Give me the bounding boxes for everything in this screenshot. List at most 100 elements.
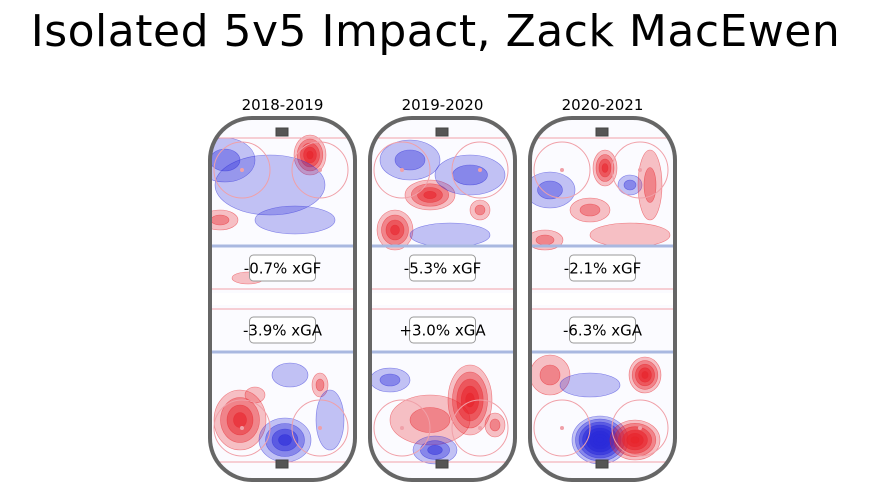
rink-panel-2018-2019: 2018-2019 -0.7% xGF -3.9% xGA <box>208 96 357 482</box>
center-gap <box>528 293 677 305</box>
faceoff-circle-0 <box>533 141 591 199</box>
chart-title: Isolated 5v5 Impact, Zack MacEwen <box>30 6 841 57</box>
heat-blob-red-3-level-1 <box>579 203 601 217</box>
faceoff-dot-3 <box>318 426 322 430</box>
xGF-box <box>249 254 316 282</box>
faceoff-dot-1 <box>638 168 642 172</box>
xGF-box <box>409 254 476 282</box>
season-label: 2020-2021 <box>562 96 644 114</box>
xGF-box <box>569 254 636 282</box>
faceoff-dot-1 <box>318 168 322 172</box>
faceoff-circle-0 <box>213 141 271 199</box>
xGA-value: -3.9% xGA <box>243 322 323 340</box>
faceoff-circle-3 <box>451 399 509 457</box>
season-label: 2018-2019 <box>242 96 324 114</box>
faceoff-circle-1 <box>451 141 509 199</box>
heat-blob-blue-6-level-1 <box>379 373 401 387</box>
xGA-box <box>249 316 316 344</box>
heat-blob-red-4-level-1 <box>210 214 230 226</box>
heat-blob-blue-2 <box>617 174 643 196</box>
heat-blob-red-4 <box>637 149 663 221</box>
heat-blob-red-3 <box>569 197 611 223</box>
xGA-box <box>409 316 476 344</box>
faceoff-dot-2 <box>560 426 564 430</box>
heat-blob-blue-3 <box>254 205 336 235</box>
heat-blob-blue-9-level-7 <box>596 436 604 444</box>
heat-blob-blue-9-level-2 <box>427 445 443 455</box>
heat-blob-blue-9-level-1 <box>420 440 450 460</box>
faceoff-dot-0 <box>560 168 564 172</box>
xGF-value: -0.7% xGF <box>244 260 321 278</box>
heat-blob-blue-9 <box>412 435 458 465</box>
heat-blob-blue-3-level-1 <box>452 164 488 186</box>
heat-blob-red-7-level-4 <box>465 392 475 408</box>
season-label: 2019-2020 <box>402 96 484 114</box>
center-gap <box>208 293 357 305</box>
heat-blob-red-1-level-3 <box>390 224 400 236</box>
rink-panel-2019-2020: 2019-2020 -5.3% xGF +3.0% xGA <box>368 96 517 482</box>
faceoff-dot-3 <box>478 426 482 430</box>
faceoff-circle-1 <box>291 141 349 199</box>
heat-blob-red-4-level-1 <box>474 204 486 216</box>
xGA-value: -6.3% xGA <box>563 322 643 340</box>
faceoff-dot-3 <box>638 426 642 430</box>
heat-blob-red-5 <box>589 222 671 248</box>
heat-blob-red-7-level-4 <box>641 371 649 379</box>
faceoff-circle-2 <box>213 399 271 457</box>
rink-panel-2020-2021: 2020-2021 -2.1% xGF -6.3% xGA <box>528 96 677 482</box>
faceoff-dot-2 <box>240 426 244 430</box>
xGF-value: -2.1% xGF <box>564 260 641 278</box>
heat-blob-blue-11 <box>559 372 621 398</box>
heat-blob-red-0-level-4 <box>306 150 314 160</box>
heat-blob-red-10-level-5 <box>630 436 640 444</box>
goal-net-bottom <box>275 459 289 469</box>
goal-net-bottom <box>435 459 449 469</box>
heat-blob-blue-10 <box>315 389 345 451</box>
rink-boards <box>528 116 677 482</box>
xGA-box <box>569 316 636 344</box>
faceoff-circle-1 <box>611 141 669 199</box>
heat-blob-blue-1 <box>530 171 576 209</box>
heat-blob-red-6-level-1 <box>535 234 555 246</box>
center-gap <box>368 293 517 305</box>
heat-blob-red-8-level-3 <box>233 412 247 428</box>
heat-blob-red-4 <box>469 199 491 221</box>
heat-blob-blue-1-level-1 <box>537 180 563 200</box>
xGA-value: +3.0% xGA <box>399 322 486 340</box>
heat-blob-red-10 <box>484 412 506 438</box>
goal-net-top <box>595 127 609 137</box>
xGF-value: -5.3% xGF <box>404 260 481 278</box>
heat-blob-red-7 <box>311 372 329 398</box>
faceoff-circle-2 <box>373 399 431 457</box>
heat-blob-red-0-level-3 <box>601 163 609 173</box>
heat-blob-blue-2-level-1 <box>623 179 637 191</box>
heat-blob-blue-5 <box>409 222 491 248</box>
heat-blob-blue-2 <box>379 139 441 181</box>
rink-boards <box>208 116 357 482</box>
faceoff-circle-0 <box>373 141 431 199</box>
heat-map <box>370 118 515 480</box>
goal-net-top <box>275 127 289 137</box>
heat-blob-red-7-level-1 <box>315 378 325 392</box>
heat-blob-red-8-level-1 <box>539 364 561 386</box>
goal-net-bottom <box>595 459 609 469</box>
heat-blob-blue-6 <box>370 367 411 393</box>
faceoff-circle-2 <box>533 399 591 457</box>
rink-boards <box>368 116 517 482</box>
heat-blob-red-10-level-1 <box>489 418 501 432</box>
heat-blob-red-8 <box>389 394 471 446</box>
heat-blob-blue-2 <box>214 154 326 216</box>
faceoff-circle-3 <box>611 399 669 457</box>
faceoff-dot-0 <box>400 168 404 172</box>
heat-blob-red-4-level-1 <box>643 167 657 203</box>
faceoff-dot-2 <box>400 426 404 430</box>
heat-blob-red-0-level-3 <box>423 190 437 200</box>
goal-net-top <box>435 127 449 137</box>
heat-blob-blue-9-level-3 <box>278 434 292 446</box>
heat-blob-blue-6 <box>271 362 309 388</box>
faceoff-dot-0 <box>240 168 244 172</box>
heat-blob-blue-2-level-1 <box>394 149 426 171</box>
faceoff-dot-1 <box>478 168 482 172</box>
faceoff-circle-3 <box>291 399 349 457</box>
